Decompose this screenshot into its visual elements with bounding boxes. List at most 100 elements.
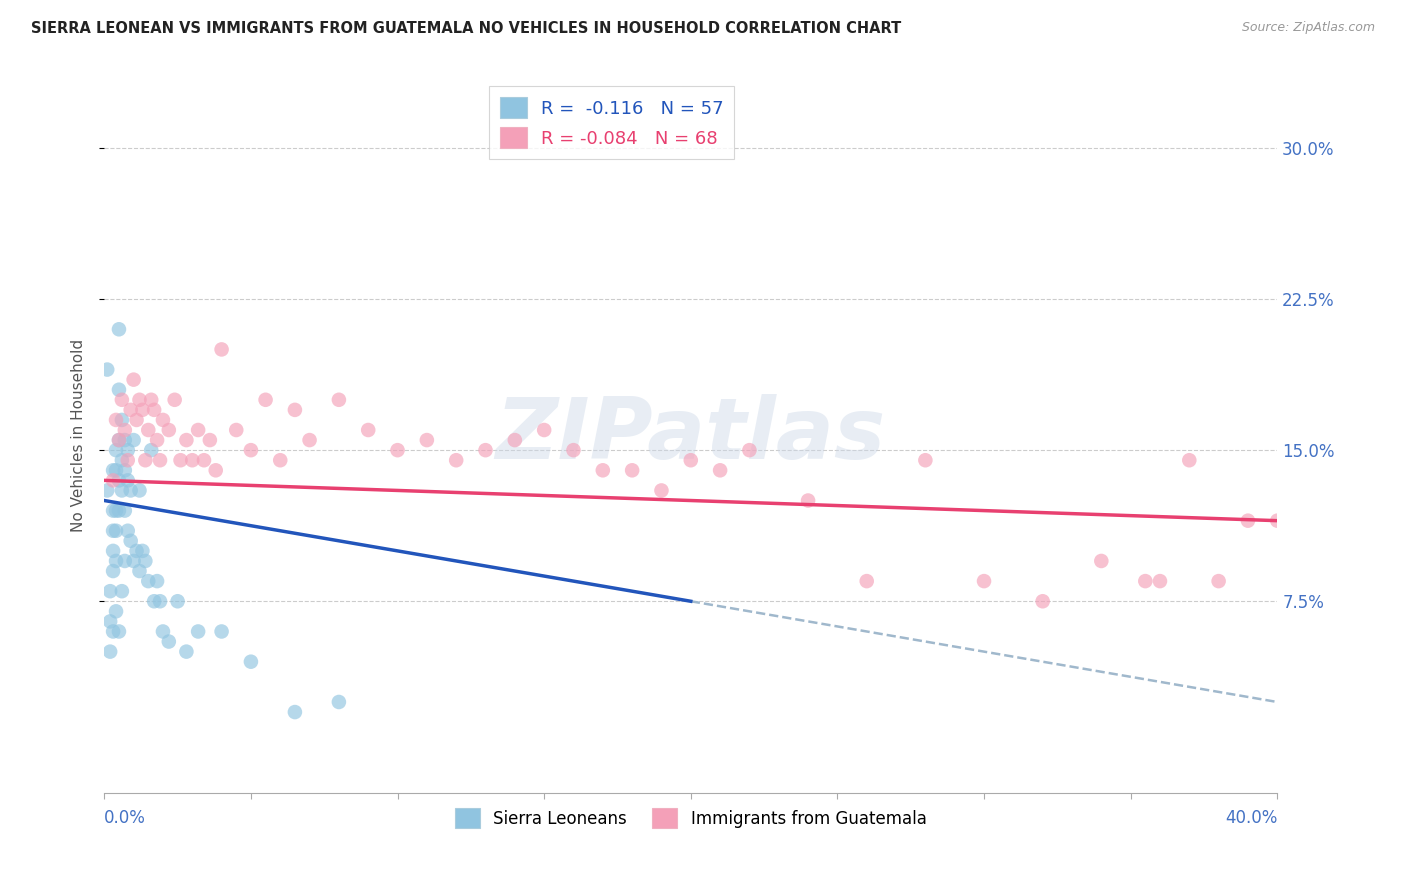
- Point: [134, 554, 156, 568]
- Point: [122, 373, 145, 387]
- Point: [108, 503, 131, 517]
- Point: [117, 524, 139, 538]
- Point: [797, 493, 820, 508]
- Point: [108, 433, 131, 447]
- Point: [131, 544, 153, 558]
- Point: [114, 423, 136, 437]
- Point: [108, 474, 131, 488]
- Point: [533, 423, 555, 437]
- Point: [120, 533, 142, 548]
- Point: [111, 453, 134, 467]
- Point: [98, 615, 121, 629]
- Point: [108, 433, 131, 447]
- Point: [204, 463, 226, 477]
- Point: [120, 483, 142, 498]
- Point: [96, 362, 118, 376]
- Point: [738, 443, 761, 458]
- Point: [621, 463, 644, 477]
- Point: [474, 443, 496, 458]
- Point: [152, 413, 174, 427]
- Point: [114, 554, 136, 568]
- Point: [101, 544, 124, 558]
- Legend: Sierra Leoneans, Immigrants from Guatemala: Sierra Leoneans, Immigrants from Guatema…: [449, 802, 934, 834]
- Point: [225, 423, 247, 437]
- Point: [101, 524, 124, 538]
- Point: [128, 564, 150, 578]
- Point: [128, 483, 150, 498]
- Point: [98, 584, 121, 599]
- Point: [146, 433, 169, 447]
- Point: [157, 423, 180, 437]
- Point: [128, 392, 150, 407]
- Text: 0.0%: 0.0%: [104, 809, 146, 827]
- Point: [1368, 261, 1391, 276]
- Point: [328, 695, 350, 709]
- Point: [1354, 584, 1376, 599]
- Point: [108, 322, 131, 336]
- Point: [1032, 594, 1054, 608]
- Point: [152, 624, 174, 639]
- Point: [105, 554, 128, 568]
- Point: [114, 433, 136, 447]
- Point: [187, 624, 209, 639]
- Point: [269, 453, 291, 467]
- Point: [254, 392, 277, 407]
- Point: [101, 463, 124, 477]
- Point: [1135, 574, 1157, 588]
- Point: [146, 574, 169, 588]
- Point: [105, 503, 128, 517]
- Point: [111, 392, 134, 407]
- Point: [181, 453, 204, 467]
- Text: SIERRA LEONEAN VS IMMIGRANTS FROM GUATEMALA NO VEHICLES IN HOUSEHOLD CORRELATION: SIERRA LEONEAN VS IMMIGRANTS FROM GUATEM…: [31, 21, 901, 36]
- Point: [111, 483, 134, 498]
- Point: [650, 483, 672, 498]
- Point: [122, 554, 145, 568]
- Point: [1384, 514, 1406, 528]
- Point: [973, 574, 995, 588]
- Point: [141, 392, 163, 407]
- Point: [562, 443, 585, 458]
- Point: [239, 443, 262, 458]
- Point: [157, 634, 180, 648]
- Point: [114, 503, 136, 517]
- Point: [1324, 584, 1347, 599]
- Point: [357, 423, 380, 437]
- Point: [1295, 544, 1317, 558]
- Point: [1310, 574, 1333, 588]
- Point: [1208, 574, 1230, 588]
- Point: [136, 423, 159, 437]
- Point: [211, 343, 233, 357]
- Point: [239, 655, 262, 669]
- Point: [1090, 554, 1112, 568]
- Point: [169, 453, 191, 467]
- Point: [105, 443, 128, 458]
- Point: [134, 453, 156, 467]
- Point: [387, 443, 409, 458]
- Point: [149, 594, 172, 608]
- Point: [416, 433, 439, 447]
- Point: [117, 474, 139, 488]
- Point: [298, 433, 321, 447]
- Point: [131, 402, 153, 417]
- Point: [328, 392, 350, 407]
- Point: [111, 413, 134, 427]
- Point: [1149, 574, 1171, 588]
- Point: [592, 463, 614, 477]
- Point: [96, 483, 118, 498]
- Point: [166, 594, 188, 608]
- Point: [108, 383, 131, 397]
- Point: [141, 443, 163, 458]
- Point: [855, 574, 877, 588]
- Point: [1178, 453, 1201, 467]
- Point: [143, 402, 166, 417]
- Y-axis label: No Vehicles in Household: No Vehicles in Household: [72, 338, 86, 532]
- Point: [101, 564, 124, 578]
- Point: [117, 443, 139, 458]
- Point: [108, 624, 131, 639]
- Point: [176, 433, 198, 447]
- Point: [105, 524, 128, 538]
- Point: [114, 463, 136, 477]
- Point: [98, 645, 121, 659]
- Text: 40.0%: 40.0%: [1225, 809, 1277, 827]
- Point: [444, 453, 467, 467]
